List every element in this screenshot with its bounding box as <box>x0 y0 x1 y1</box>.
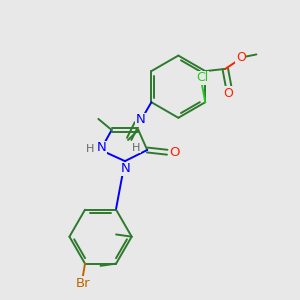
Text: N: N <box>97 141 106 154</box>
Text: Br: Br <box>76 277 90 290</box>
Text: H: H <box>132 143 140 153</box>
Text: H: H <box>86 144 95 154</box>
Text: O: O <box>170 146 180 159</box>
Text: N: N <box>121 162 131 176</box>
Text: O: O <box>236 51 246 64</box>
Text: O: O <box>224 87 233 100</box>
Text: Cl: Cl <box>196 71 208 84</box>
Text: N: N <box>135 113 145 127</box>
